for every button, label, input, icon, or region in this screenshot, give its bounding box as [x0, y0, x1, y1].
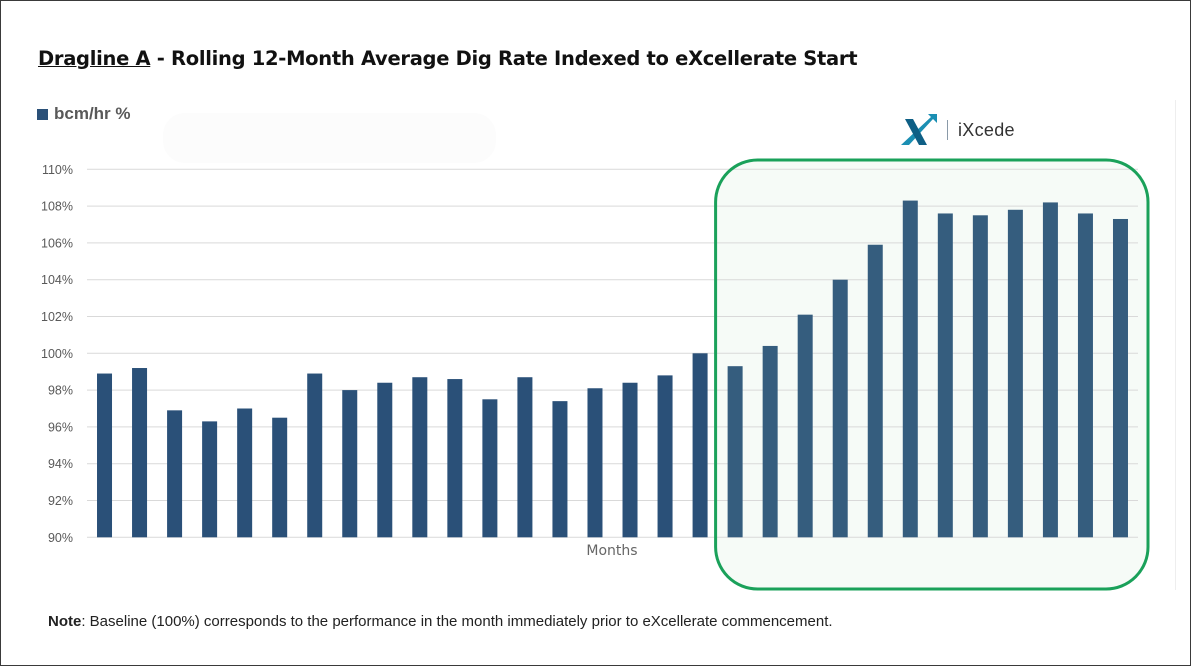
- bar: [587, 388, 603, 538]
- bar: [167, 410, 183, 538]
- bar: [412, 377, 428, 538]
- bar: [727, 366, 743, 538]
- y-tick-label: 102%: [41, 310, 73, 324]
- y-tick-label: 104%: [41, 273, 73, 287]
- bar: [517, 377, 533, 538]
- image-edge-line: [1175, 100, 1176, 590]
- bar: [937, 213, 953, 538]
- y-tick-label: 108%: [41, 200, 73, 214]
- y-tick-label: 110%: [42, 163, 73, 177]
- bar: [902, 200, 918, 538]
- bar: [447, 379, 463, 538]
- bar: [622, 382, 638, 538]
- footnote-label: Note: [48, 613, 82, 630]
- blurred-region: [163, 113, 496, 163]
- bar: [1077, 213, 1093, 538]
- bar: [272, 417, 288, 538]
- y-tick-label: 92%: [48, 494, 73, 508]
- chart-title: Dragline A - Rolling 12-Month Average Di…: [38, 47, 858, 70]
- y-tick-label: 96%: [48, 420, 73, 434]
- highlight-fill: [715, 160, 1148, 589]
- bar: [237, 408, 253, 538]
- bar: [97, 373, 113, 538]
- bar: [832, 279, 848, 538]
- footnote: Note: Baseline (100%) corresponds to the…: [48, 613, 833, 630]
- logo-text: iXcede: [958, 119, 1015, 140]
- bar: [1112, 218, 1128, 538]
- bar: [377, 382, 393, 538]
- legend-swatch: [37, 108, 48, 120]
- bar: [797, 314, 813, 538]
- bar: [132, 368, 148, 538]
- chart-title-dragline: Dragline A: [38, 47, 151, 70]
- ixcede-x-logo-icon: [901, 114, 937, 145]
- highlight-box: [714, 158, 1150, 591]
- bar: [657, 375, 673, 538]
- bar: [1007, 209, 1023, 538]
- bar: [342, 390, 358, 538]
- y-tick-label: 94%: [48, 457, 73, 471]
- bar: [552, 401, 568, 538]
- y-tick-label: 98%: [48, 384, 73, 398]
- footnote-text: : Baseline (100%) corresponds to the per…: [81, 613, 833, 630]
- y-tick-label: 90%: [48, 531, 73, 545]
- bar: [692, 353, 708, 538]
- bar: [1042, 202, 1058, 538]
- bar: [867, 244, 883, 538]
- x-axis-label: Months: [586, 543, 637, 559]
- bar: [202, 421, 218, 538]
- bar: [762, 345, 778, 538]
- ixcede-logo: iXcede: [899, 113, 1015, 147]
- bar-chart: 90% 92% 94% 96% 98% 100% 102% 104% 106% 108% 110% M…: [41, 158, 1150, 591]
- bar: [972, 215, 988, 538]
- bar: [307, 373, 323, 538]
- y-tick-label: 106%: [41, 236, 73, 250]
- bar: [482, 399, 498, 538]
- y-tick-label: 100%: [41, 347, 73, 361]
- chart-legend: bcm/hr %: [37, 104, 131, 124]
- chart-title-rest: - Rolling 12-Month Average Dig Rate Inde…: [150, 47, 858, 70]
- logo-separator: [947, 120, 948, 140]
- legend-label: bcm/hr %: [54, 104, 131, 123]
